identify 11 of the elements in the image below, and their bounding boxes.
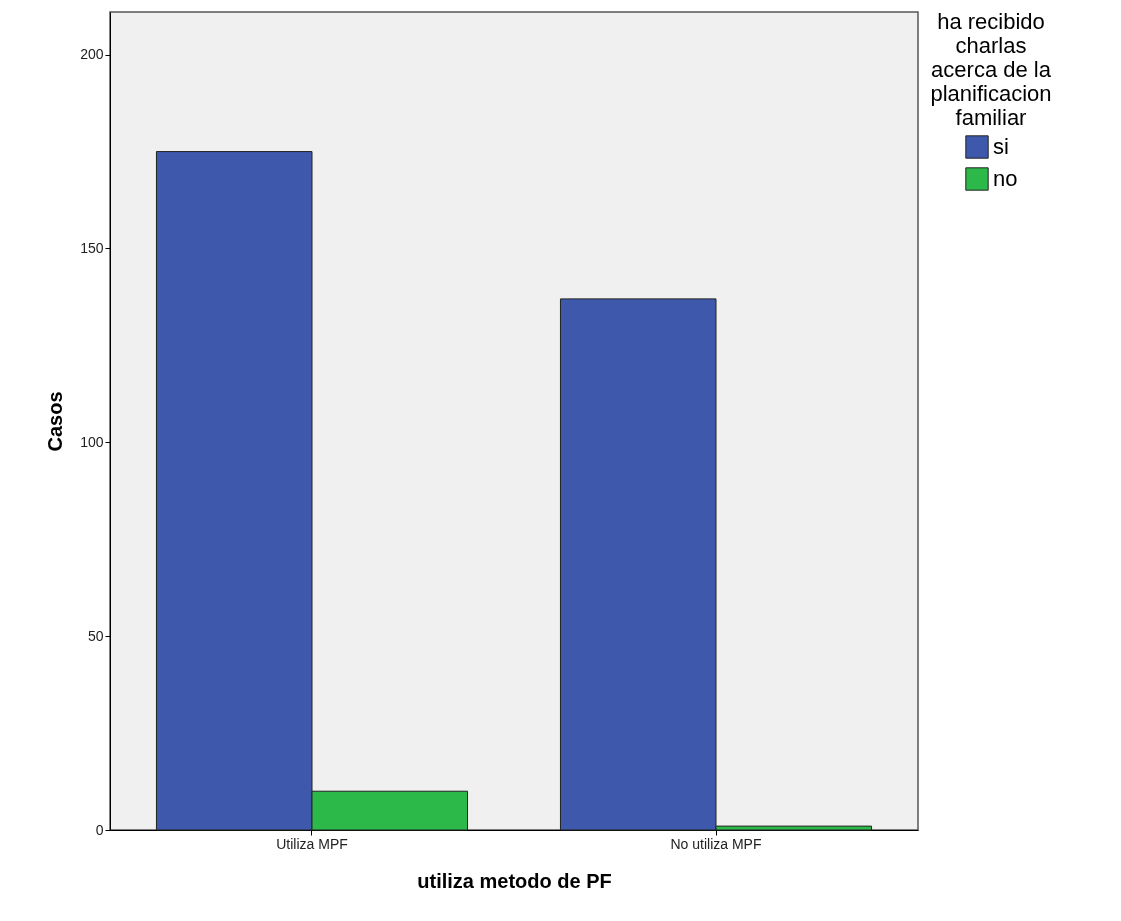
y-tick-label: 200 <box>80 46 104 63</box>
y-tick-label: 150 <box>80 239 104 256</box>
legend-label: no <box>993 166 1018 191</box>
x-axis-title: utiliza metodo de PF <box>417 869 612 892</box>
y-tick-label: 100 <box>80 433 104 450</box>
x-tick-label: No utiliza MPF <box>670 835 762 852</box>
legend-label: si <box>993 134 1009 159</box>
y-tick-label: 0 <box>95 821 104 838</box>
y-axis-title: Casos <box>44 391 67 452</box>
x-tick-label: Utiliza MPF <box>276 835 348 852</box>
y-tick-label: 50 <box>87 627 104 644</box>
